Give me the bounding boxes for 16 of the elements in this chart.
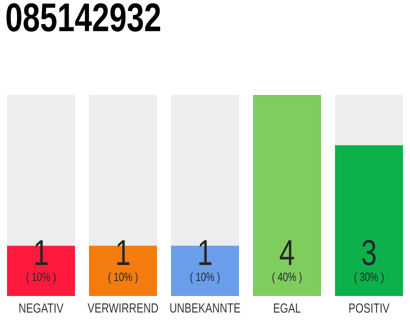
annotation: ( 10% ) bbox=[190, 272, 220, 284]
annotation: ( 10% ) bbox=[26, 272, 56, 284]
data-label: 1 bbox=[35, 240, 48, 265]
data-label: 4 bbox=[280, 240, 294, 265]
annotation: ( 10% ) bbox=[108, 272, 138, 284]
data-label: 3 bbox=[362, 240, 376, 266]
annotation: ( 30% ) bbox=[354, 272, 384, 284]
x-tick-label: EGAL bbox=[274, 303, 301, 313]
data-label: 1 bbox=[199, 240, 212, 265]
chart-title: 085142932 bbox=[6, 3, 160, 32]
x-tick-label: POSITIV bbox=[349, 303, 390, 313]
annotation: ( 40% ) bbox=[272, 272, 302, 284]
x-tick-label: VERWIRREND bbox=[88, 303, 158, 313]
x-tick-label: UNBEKANNTE bbox=[170, 303, 240, 313]
data-label: 1 bbox=[117, 240, 130, 265]
x-tick-label: NEGATIV bbox=[19, 303, 64, 313]
